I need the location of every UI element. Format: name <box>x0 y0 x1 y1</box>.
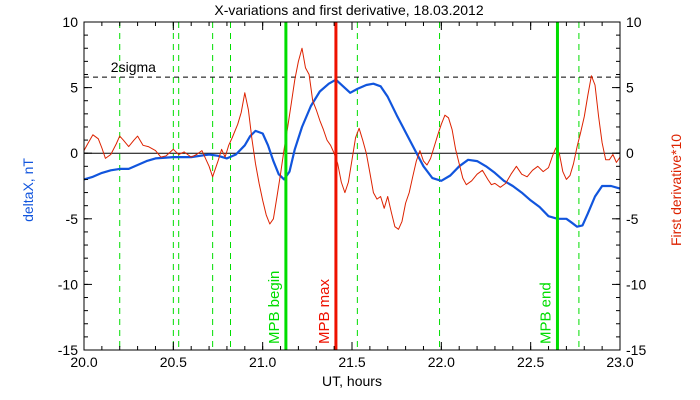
y-tick-label-right: -15 <box>626 342 646 358</box>
y-tick-label-left: 0 <box>70 145 78 161</box>
y-tick-label-right: 10 <box>626 14 642 30</box>
y-axis-label-left: deltaX, nT <box>20 158 36 222</box>
derivative-series-line <box>83 47 621 230</box>
x-axis-label: UT, hours <box>322 373 382 389</box>
y-tick-label-left: 10 <box>62 14 78 30</box>
sigma-label: 2sigma <box>111 59 156 75</box>
plot-area: 2sigma MPB begin MPB max MPB end 20.0 20.5 21.… <box>58 14 647 370</box>
y-tick-label-right: -5 <box>626 211 639 227</box>
x-tick-label: 23.0 <box>606 354 633 370</box>
y-axis-label-right: First derivative*10 <box>668 134 684 246</box>
y-tick-label-right: 0 <box>626 145 634 161</box>
y-tick-label-left: -5 <box>66 211 79 227</box>
y-tick-label-right: 5 <box>626 80 634 96</box>
chart-title: X-variations and first derivative, 18.03… <box>214 2 483 18</box>
x-tick-label: 22.0 <box>428 354 455 370</box>
marker-label: MPB begin <box>266 271 283 344</box>
y-tick-label-left: -10 <box>58 276 78 292</box>
x-tick-label: 20.0 <box>70 354 97 370</box>
marker-label: MPB end <box>537 282 554 344</box>
marker-label: MPB max <box>316 278 333 344</box>
x-tick-label: 20.5 <box>160 354 187 370</box>
y-tick-label-left: -15 <box>58 342 78 358</box>
y-tick-label-right: -10 <box>626 276 646 292</box>
x-tick-label: 21.5 <box>338 354 365 370</box>
y-tick-label-left: 5 <box>70 80 78 96</box>
x-tick-label: 21.0 <box>249 354 276 370</box>
x-tick-label: 22.5 <box>517 354 544 370</box>
